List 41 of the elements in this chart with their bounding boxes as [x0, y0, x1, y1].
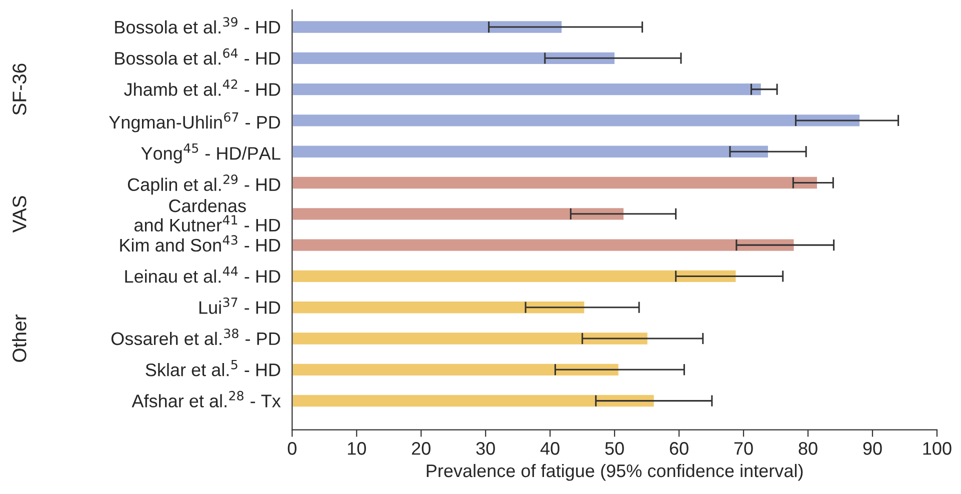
bar [292, 144, 770, 159]
bar [292, 50, 616, 66]
bar [292, 238, 796, 252]
bar [292, 362, 620, 377]
x-axis-title: Prevalence of fatigue (95% confidence interval) [426, 464, 803, 481]
y-tick-label: Cardenas and Kutner$^{41}$ - HD [134, 198, 280, 232]
y-tick-label: Lui$^{37}$ - HD [199, 297, 280, 314]
bar [292, 206, 625, 222]
bar [292, 394, 656, 408]
bar [292, 268, 738, 284]
bar [292, 20, 564, 34]
text: Other [12, 314, 26, 362]
y-tick-label: Yong$^{45}$ - HD/PAL [141, 143, 280, 164]
y-tick-label: Bossola et al.$^{39}$ - HD [115, 17, 280, 34]
bar [292, 176, 818, 190]
x-tick-label: 40 [540, 442, 560, 455]
y-tick-label: Jhamb et al.$^{42}$ - HD [124, 79, 280, 96]
bar [292, 113, 861, 128]
y-tick-label: Bossola et al.$^{64}$ - HD [115, 48, 280, 65]
x-tick-label: 20 [412, 442, 430, 455]
y-tick-label: Caplin et al.$^{29}$ - HD [128, 174, 280, 195]
y-tick-label: Yngman-Uhlin$^{67}$ - PD [109, 112, 280, 132]
y-tick-label: Kim and Son$^{43}$ - HD [120, 235, 280, 252]
x-tick-label: 60 [670, 442, 688, 455]
text: VAS [12, 196, 26, 233]
x-tick-label: 0 [288, 442, 296, 455]
x-tick-label: 90 [863, 442, 882, 455]
x-tick-label: 70 [734, 442, 753, 455]
x-tick-label: 80 [798, 442, 818, 455]
y-tick-label: Leinau et al.$^{44}$ - HD [125, 266, 280, 283]
y-tick-label: Afshar et al.$^{28}$ - Tx [132, 390, 281, 408]
text: SF-36 [12, 64, 26, 115]
y-tick-label: Sklar et al.$^{5}$ - HD [146, 360, 280, 376]
x-tick-label: 30 [476, 442, 495, 455]
x-tick-label: 100 [923, 442, 952, 455]
x-tick-label: 10 [348, 442, 366, 455]
bar [292, 82, 762, 97]
bar [292, 331, 649, 346]
x-tick-label: 50 [605, 442, 624, 455]
bar [292, 300, 586, 315]
y-tick-label: Ossareh et al.$^{38}$ - PD [111, 328, 280, 346]
